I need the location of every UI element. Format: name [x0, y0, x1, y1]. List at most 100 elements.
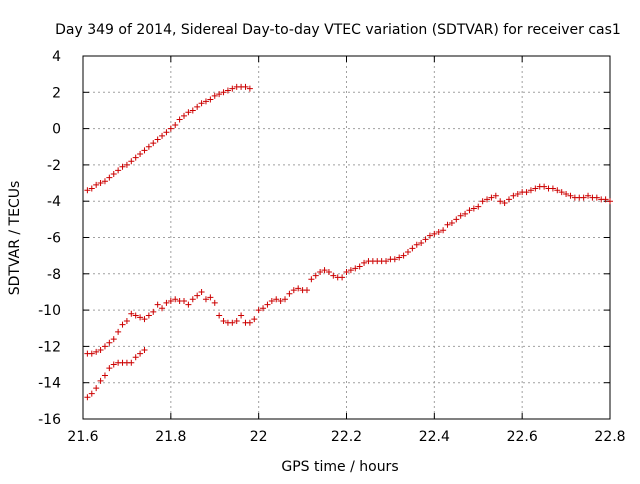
data-point [128, 310, 135, 317]
data-point [207, 96, 214, 103]
data-point [137, 350, 144, 357]
data-point [330, 272, 337, 279]
data-point [347, 267, 354, 274]
data-point [167, 125, 174, 132]
data-point [172, 121, 179, 128]
data-point [115, 328, 122, 335]
y-tick-label: -4 [47, 194, 61, 210]
data-point [110, 361, 117, 368]
data-point [501, 200, 508, 207]
data-point [198, 288, 205, 295]
data-point [216, 91, 223, 98]
satellite-1-series [84, 83, 253, 194]
data-point [242, 83, 249, 90]
x-tick-label: 21.6 [67, 429, 98, 445]
data-point [110, 336, 117, 343]
data-point [396, 254, 403, 261]
data-point [251, 316, 258, 323]
y-tick-label: 4 [52, 49, 61, 65]
data-point [167, 298, 174, 305]
data-point [128, 158, 135, 165]
data-point [422, 236, 429, 243]
data-point [101, 178, 108, 185]
x-tick-label: 22 [250, 429, 268, 445]
tick-layer: 21.6 21.8 22 22.2 22.4 22.6 22.8 -16 -14 -12 -10 -8… [38, 49, 625, 445]
data-point [470, 205, 477, 212]
data-point [119, 163, 126, 170]
data-point [106, 365, 113, 372]
data-point [400, 252, 407, 259]
data-point [580, 194, 587, 201]
data-point [404, 249, 411, 256]
data-point [549, 185, 556, 192]
data-point [101, 372, 108, 379]
data-point [246, 319, 253, 326]
data-point [286, 290, 293, 297]
data-point [585, 192, 592, 199]
x-tick-label: 21.8 [155, 429, 186, 445]
data-point [194, 292, 201, 299]
x-tick-label: 22.6 [507, 429, 538, 445]
data-point [189, 296, 196, 303]
data-point [444, 221, 451, 228]
data-point [154, 136, 161, 143]
data-point [488, 194, 495, 201]
data-point [154, 301, 161, 308]
y-tick-label: -10 [38, 303, 61, 319]
data-point [440, 227, 447, 234]
data-point [185, 301, 192, 308]
data-point [106, 174, 113, 181]
data-point [132, 312, 139, 319]
data-point [198, 100, 205, 107]
data-point [220, 89, 227, 96]
data-point [132, 354, 139, 361]
data-point [343, 268, 350, 275]
y-tick-label: 2 [52, 85, 61, 101]
data-point [409, 245, 416, 252]
data-point [325, 268, 332, 275]
data-point [457, 212, 464, 219]
data-point [282, 296, 289, 303]
grid-layer [83, 56, 610, 419]
data-point [141, 316, 148, 323]
data-point [229, 85, 236, 92]
data-point [290, 287, 297, 294]
data-point [141, 147, 148, 154]
data-point [97, 347, 104, 354]
data-point [607, 198, 613, 205]
data-point [352, 265, 359, 272]
data-point [93, 181, 100, 188]
data-point [202, 296, 209, 303]
data-point [123, 317, 130, 324]
data-point [532, 185, 539, 192]
data-point [448, 219, 455, 226]
data-point [88, 350, 95, 357]
y-tick-label: -14 [38, 376, 61, 392]
data-point [431, 230, 438, 237]
data-point [273, 296, 280, 303]
data-point [101, 343, 108, 350]
x-tick-label: 22.8 [594, 429, 625, 445]
data-point [492, 192, 499, 199]
data-point [194, 103, 201, 110]
data-point [220, 317, 227, 324]
y-tick-label: -2 [47, 158, 61, 174]
data-point [295, 285, 302, 292]
data-point [84, 187, 91, 194]
data-point [181, 298, 188, 305]
data-point [137, 314, 144, 321]
data-point [97, 377, 104, 384]
data-point [435, 229, 442, 236]
data-point [224, 87, 231, 94]
data-point [391, 256, 398, 263]
data-point [303, 287, 310, 294]
data-point [181, 112, 188, 119]
data-point [229, 319, 236, 326]
y-tick-label: -16 [38, 412, 61, 428]
data-point [383, 258, 390, 265]
x-axis-label: GPS time / hours [281, 459, 398, 475]
data-point [255, 307, 262, 314]
x-tick-label: 22.2 [331, 429, 362, 445]
data-point [260, 305, 267, 312]
